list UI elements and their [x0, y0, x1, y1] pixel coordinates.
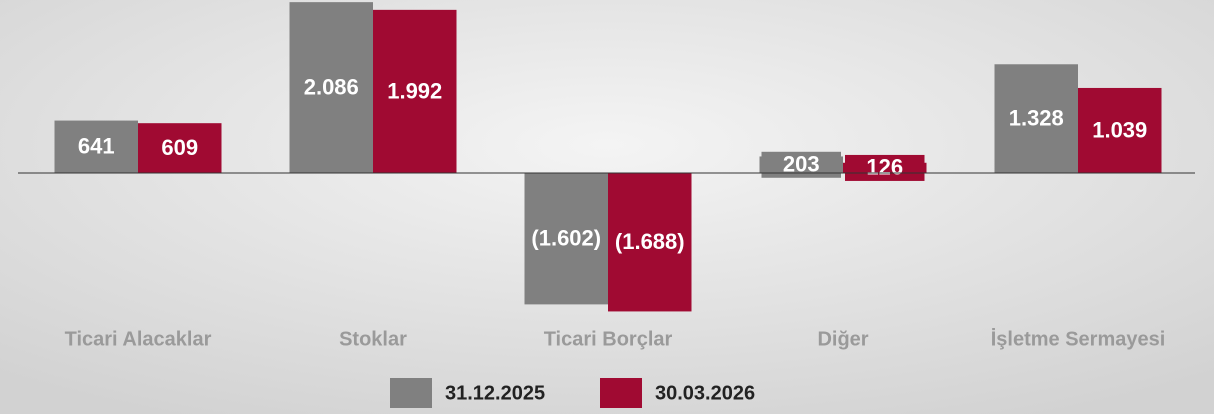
legend-swatch	[390, 378, 432, 408]
value-label: 641	[78, 134, 115, 159]
value-label: (1.688)	[615, 229, 685, 254]
bar	[524, 173, 608, 305]
x-tick-label: Ticari Alacaklar	[65, 328, 212, 350]
plot: 641 609 2.086 1.992 (1.602) (1.688) 203 126 1.32…	[54, 2, 1162, 312]
x-tick-label: Stoklar	[339, 328, 407, 350]
bar	[608, 173, 692, 312]
legend-swatch	[600, 378, 642, 408]
x-tick-label: İşletme Sermayesi	[991, 327, 1166, 350]
value-label: 1.328	[1009, 105, 1064, 130]
bar	[373, 9, 457, 174]
x-tick-label: Diğer	[817, 328, 868, 350]
value-label: 203	[783, 152, 820, 177]
value-label: (1.602)	[531, 226, 601, 251]
bar	[289, 2, 373, 174]
value-label-box	[845, 154, 925, 181]
bar	[994, 64, 1078, 174]
value-label: 609	[161, 135, 198, 160]
value-label: 126	[866, 155, 903, 180]
legend-label: 31.12.2025	[445, 382, 545, 404]
bar	[54, 120, 138, 174]
bar	[1078, 87, 1162, 174]
x-tick-label: Ticari Borçlar	[544, 328, 673, 350]
value-label: 2.086	[304, 74, 359, 99]
value-label: 1.992	[387, 78, 442, 103]
bar	[138, 123, 222, 174]
value-label: 1.039	[1092, 117, 1147, 142]
legend-label: 30.03.2026	[655, 382, 755, 404]
